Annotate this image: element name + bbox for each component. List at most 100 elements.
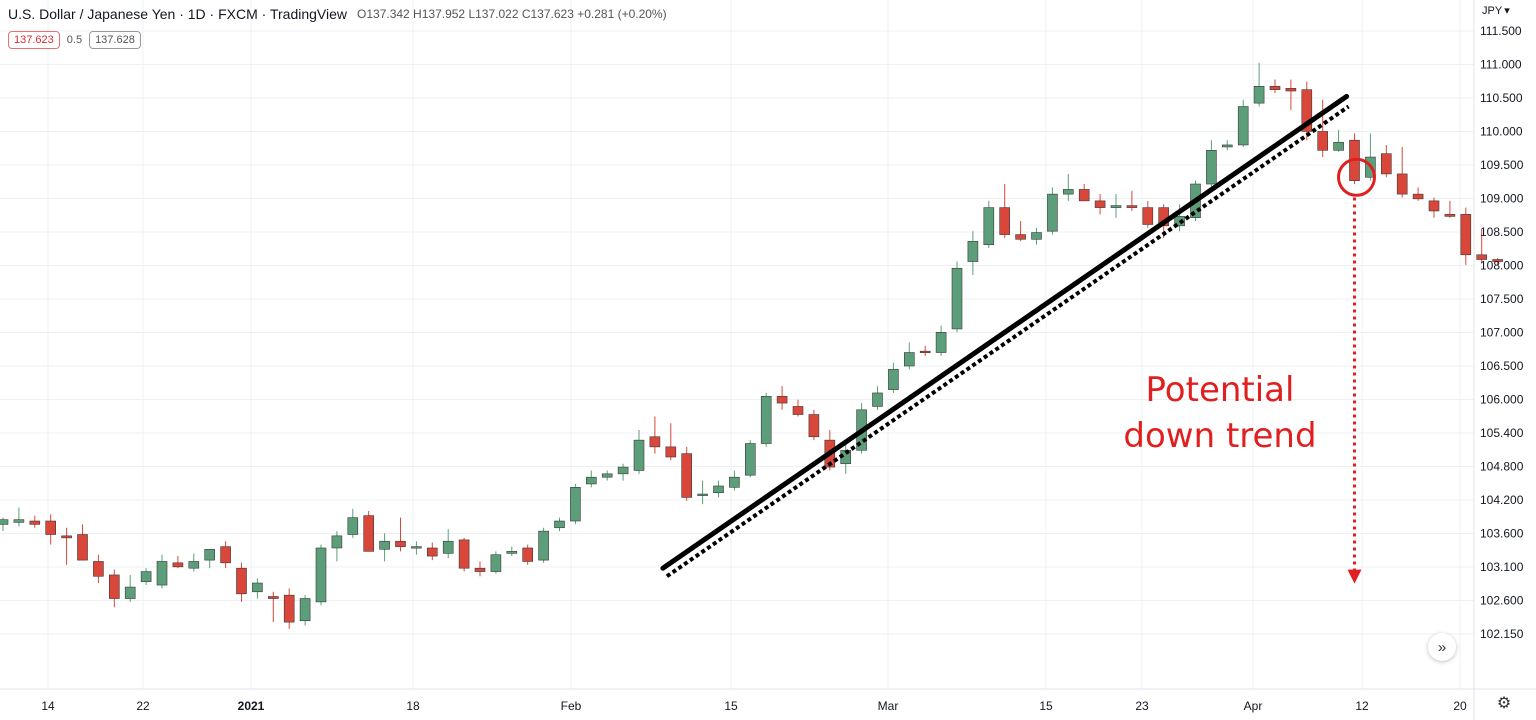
candle-body: [220, 546, 231, 564]
candle-body: [633, 439, 645, 471]
candle-body: [1126, 205, 1138, 208]
candle-body: [538, 530, 549, 561]
candle: [1333, 130, 1344, 152]
gear-icon[interactable]: ⚙: [1496, 695, 1512, 712]
candle-body: [426, 547, 438, 557]
x-tick-label: 23: [1135, 699, 1149, 713]
candle-body: [124, 586, 136, 599]
candle: [1253, 62, 1265, 107]
candle: [411, 541, 422, 555]
candle: [109, 569, 120, 608]
candle: [585, 470, 597, 488]
candle: [283, 588, 295, 629]
candle-body: [617, 466, 629, 475]
candle: [490, 551, 502, 574]
candle: [1428, 197, 1440, 218]
candle-body: [967, 241, 979, 262]
candle-body: [299, 598, 311, 622]
y-tick-label: 106.000: [1480, 393, 1524, 407]
candle-body: [1094, 200, 1106, 208]
candle-body: [347, 517, 359, 535]
candle-body: [792, 406, 804, 415]
candle: [919, 345, 931, 356]
candle: [1126, 190, 1138, 211]
candle-body: [554, 520, 565, 529]
candle-body: [156, 561, 168, 586]
candle: [1317, 99, 1328, 158]
x-tick-label: 14: [41, 699, 55, 713]
annotations: [660, 93, 1376, 584]
candle: [633, 430, 645, 474]
x-tick-label: 12: [1355, 699, 1369, 713]
ohlc-values: O137.342 H137.952 L137.022 C137.623 +0.2…: [357, 7, 667, 21]
scroll-to-realtime-button[interactable]: »: [1428, 633, 1456, 661]
candle: [331, 531, 343, 562]
chevron-down-icon: ▾: [1504, 5, 1510, 17]
candle-body: [681, 453, 693, 498]
y-tick-label: 102.600: [1480, 594, 1524, 608]
x-tick-label: 2021: [238, 699, 265, 713]
candle-body: [1015, 234, 1026, 240]
candle: [204, 549, 215, 569]
candle-body: [808, 414, 820, 438]
candle-body: [1460, 214, 1472, 256]
y-tick-label: 107.000: [1480, 326, 1524, 340]
currency-selector[interactable]: JPY ▾: [1482, 4, 1510, 18]
y-axis-labels: 111.500 111.000 110.500 110.000 109.500 109.0…: [1480, 24, 1524, 641]
candle-body: [204, 549, 215, 561]
candle-body: [601, 473, 613, 478]
candle: [315, 544, 327, 606]
candle: [299, 595, 311, 626]
symbol-title[interactable]: U.S. Dollar / Japanese Yen · 1D · FXCM ·…: [8, 6, 348, 22]
candle-body: [379, 540, 390, 550]
buy-price-button[interactable]: 137.628: [89, 31, 141, 49]
candle-body: [1444, 214, 1456, 217]
y-tick-label: 103.100: [1480, 560, 1524, 574]
candle-body: [109, 574, 120, 599]
sell-price-button[interactable]: 137.623: [8, 31, 60, 49]
candle-body: [1206, 150, 1217, 185]
candle-body: [1333, 141, 1344, 151]
candle: [570, 483, 581, 525]
x-tick-label: Feb: [561, 699, 582, 713]
candle: [1063, 173, 1074, 201]
candle: [1206, 140, 1217, 191]
candle: [1301, 81, 1313, 141]
candle-body: [729, 476, 740, 488]
candle: [1381, 144, 1392, 178]
quote-row: 137.623 0.5 137.628: [8, 31, 141, 49]
candle-body: [283, 594, 295, 623]
candle-body: [1237, 106, 1249, 146]
y-tick-label: 103.600: [1480, 527, 1524, 541]
y-tick-label: 109.000: [1480, 192, 1524, 206]
y-tick-label: 108.000: [1480, 259, 1524, 273]
candle-body: [1301, 89, 1313, 132]
y-tick-label: 110.500: [1480, 91, 1523, 105]
trendline-dotted: [665, 104, 1350, 578]
candle-body: [61, 535, 72, 539]
candle-body: [458, 539, 470, 569]
candle: [1285, 79, 1297, 110]
breakdown-circle: [1337, 157, 1376, 197]
candle: [554, 517, 565, 532]
candle: [1142, 200, 1154, 228]
y-tick-label: 106.500: [1480, 359, 1524, 373]
candle-body: [474, 567, 486, 572]
candle-body: [490, 554, 502, 572]
candle: [172, 556, 184, 569]
x-tick-label: 15: [724, 699, 738, 713]
candle-body: [506, 551, 518, 554]
candle: [1078, 184, 1090, 202]
candle: [1396, 146, 1408, 198]
candle-body: [1269, 85, 1281, 90]
candle: [363, 510, 375, 552]
candle-body: [1381, 153, 1392, 175]
candle: [617, 463, 629, 481]
candle: [93, 554, 104, 584]
candle: [1222, 140, 1233, 151]
candles: [0, 62, 1503, 629]
y-tick-label: 107.500: [1480, 292, 1524, 306]
candle-body: [1078, 189, 1090, 202]
